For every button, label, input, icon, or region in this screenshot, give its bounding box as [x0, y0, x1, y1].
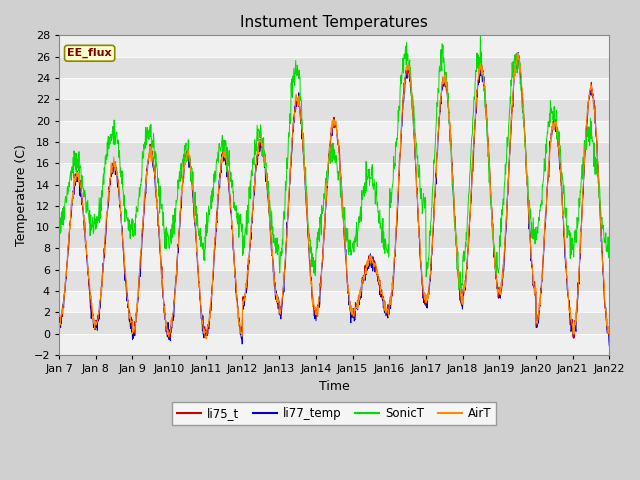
Bar — [59, 99, 609, 120]
Bar — [59, 206, 609, 227]
Bar — [59, 334, 609, 355]
Legend: li75_t, li77_temp, SonicT, AirT: li75_t, li77_temp, SonicT, AirT — [172, 402, 496, 425]
Title: Instument Temperatures: Instument Temperatures — [240, 15, 428, 30]
Bar — [59, 163, 609, 184]
Bar — [59, 184, 609, 206]
Bar — [59, 120, 609, 142]
Y-axis label: Temperature (C): Temperature (C) — [15, 144, 28, 246]
Bar — [59, 227, 609, 249]
Bar — [59, 312, 609, 334]
Bar — [59, 78, 609, 99]
Text: EE_flux: EE_flux — [67, 48, 112, 59]
Bar — [59, 291, 609, 312]
Bar — [59, 249, 609, 270]
Bar — [59, 36, 609, 57]
Bar — [59, 57, 609, 78]
X-axis label: Time: Time — [319, 380, 349, 393]
Bar — [59, 270, 609, 291]
Bar — [59, 142, 609, 163]
